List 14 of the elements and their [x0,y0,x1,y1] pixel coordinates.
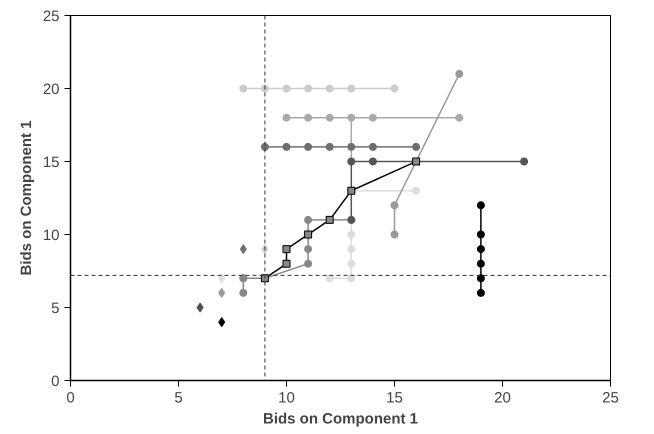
y-tick-label: 0 [51,373,60,390]
y-tick-label: 15 [42,154,60,171]
x-tick-label: 5 [174,390,183,406]
y-tick-label: 20 [42,81,60,98]
y-tick-label: 25 [42,8,60,25]
y-tick-label: 5 [51,300,60,317]
y-axis-title: Bids on Component 1 [18,120,35,276]
x-axis-title: Bids on Component 1 [263,410,418,428]
x-tick-label: 10 [278,390,295,406]
x-tick-label: 0 [66,390,75,406]
x-tick-label: 20 [494,390,511,406]
x-tick-label: 15 [386,390,403,406]
y-tick-label: 10 [42,227,60,244]
x-tick-label: 25 [602,390,619,406]
